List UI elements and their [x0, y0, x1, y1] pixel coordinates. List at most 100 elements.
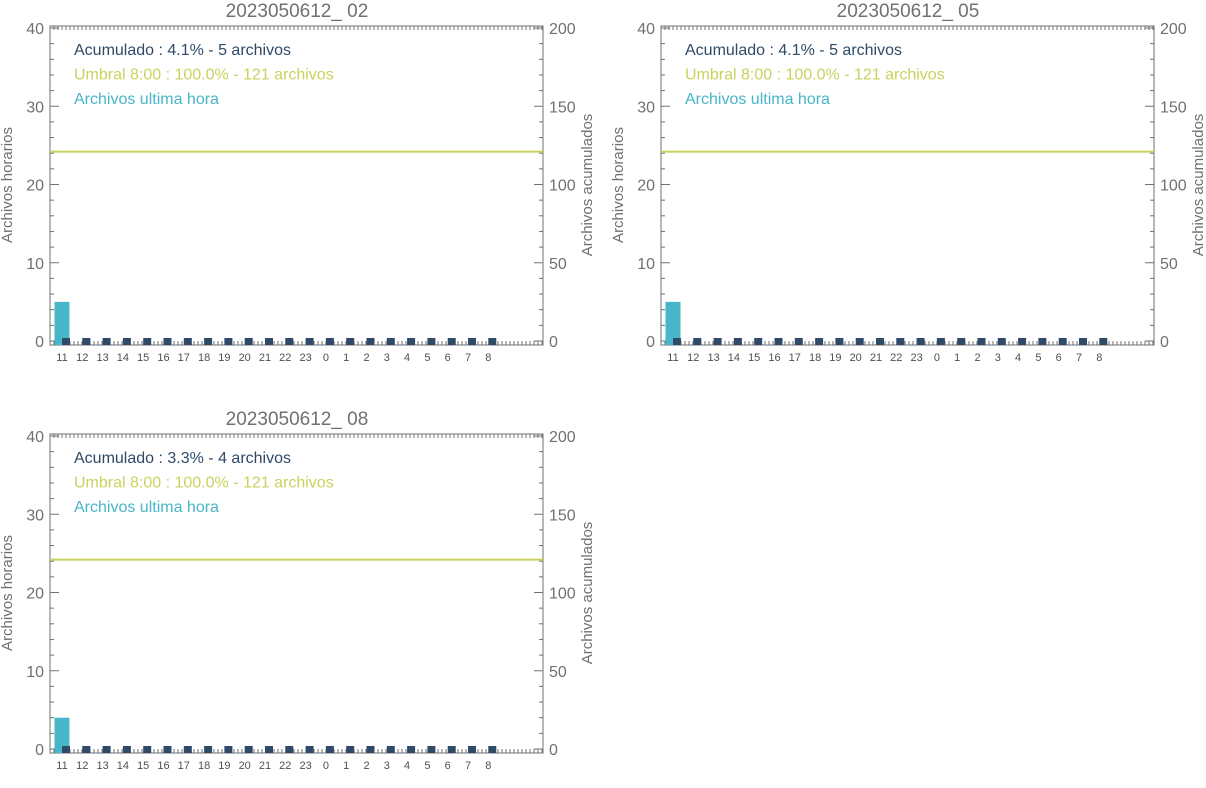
accumulated-marker	[386, 338, 395, 345]
x-tick-label: 1	[343, 760, 349, 772]
x-tick-label: 13	[96, 760, 108, 772]
x-tick-label: 4	[404, 760, 410, 772]
chart-svg-08: 2023050612_ 08010203040050100150200Archi…	[0, 409, 596, 772]
y-left-tick-label: 10	[26, 664, 44, 681]
x-tick-label: 5	[424, 352, 430, 364]
legend-entry: Archivos ultima hora	[685, 91, 830, 108]
accumulated-marker	[82, 338, 91, 345]
accumulated-marker	[916, 338, 925, 345]
y-right-tick-label: 50	[1160, 256, 1178, 273]
y-right-axis-label: Archivos acumulados	[579, 114, 596, 257]
legend-entry: Archivos ultima hora	[74, 91, 219, 108]
chart-panel-02: 2023050612_ 02 0 10 20 30 40 0 50 100 150 200 Archi…	[0, 0, 600, 380]
y-right-tick-label: 200	[1160, 21, 1187, 38]
accumulated-marker	[244, 746, 253, 753]
legend-entry: Umbral 8:00 : 100.0% - 121 archivos	[74, 67, 334, 84]
x-tick-label: 2	[363, 352, 369, 364]
accumulated-marker	[427, 746, 436, 753]
x-tick-label: 23	[299, 352, 311, 364]
x-tick-label: 18	[198, 760, 210, 772]
y-left-axis-label: Archivos horarios	[610, 127, 627, 243]
x-tick-label: 5	[424, 760, 430, 772]
y-right-tick-label: 200	[549, 21, 576, 38]
legend-entry: Acumulado : 3.3% - 4 archivos	[74, 450, 291, 467]
x-tick-label: 6	[445, 352, 451, 364]
accumulated-marker	[754, 338, 763, 345]
x-tick-label: 14	[117, 352, 129, 364]
x-tick-label: 22	[279, 352, 291, 364]
x-tick-label: 12	[76, 760, 88, 772]
y-right-tick-label: 50	[549, 664, 567, 681]
x-tick-label: 12	[76, 352, 88, 364]
plot-frame	[49, 25, 544, 346]
x-tick-label: 0	[934, 352, 940, 364]
x-tick-label: 23	[910, 352, 922, 364]
x-tick-label: 7	[1076, 352, 1082, 364]
chart-svg-05: 2023050612_ 05010203040050100150200Archi…	[610, 1, 1206, 364]
y-right-tick-label: 150	[549, 99, 576, 116]
y-left-tick-label: 40	[26, 429, 44, 446]
x-tick-label: 22	[279, 760, 291, 772]
accumulated-marker	[407, 746, 416, 753]
chart-svg-02: 2023050612_ 02010203040050100150200Archi…	[0, 1, 596, 364]
accumulated-marker	[997, 338, 1006, 345]
y-right-tick-label: 100	[549, 586, 576, 603]
x-tick-label: 15	[137, 352, 149, 364]
accumulated-marker	[163, 338, 172, 345]
plot-frame	[660, 25, 1155, 346]
y-left-tick-label: 20	[26, 178, 44, 195]
accumulated-marker	[407, 338, 416, 345]
x-tick-label: 23	[299, 760, 311, 772]
accumulated-marker	[122, 746, 131, 753]
accumulated-marker	[143, 338, 152, 345]
y-left-tick-label: 0	[646, 334, 655, 351]
y-left-tick-label: 0	[35, 742, 44, 759]
accumulated-marker	[957, 338, 966, 345]
x-tick-label: 17	[789, 352, 801, 364]
accumulated-marker	[447, 338, 456, 345]
accumulated-marker	[183, 746, 192, 753]
accumulated-marker	[62, 746, 70, 753]
accumulated-marker	[325, 746, 334, 753]
x-tick-label: 8	[485, 760, 491, 772]
x-tick-label: 13	[96, 352, 108, 364]
x-tick-label: 21	[259, 352, 271, 364]
accumulated-marker	[693, 338, 702, 345]
y-right-tick-label: 150	[1160, 99, 1187, 116]
accumulated-marker	[285, 746, 294, 753]
accumulated-marker	[224, 746, 233, 753]
x-tick-label: 12	[687, 352, 699, 364]
y-left-tick-label: 10	[637, 256, 655, 273]
x-tick-label: 8	[485, 352, 491, 364]
x-tick-label: 19	[218, 352, 230, 364]
x-tick-label: 15	[748, 352, 760, 364]
accumulated-marker	[1038, 338, 1047, 345]
x-tick-label: 8	[1096, 352, 1102, 364]
x-tick-label: 4	[1015, 352, 1021, 364]
x-tick-label: 7	[465, 352, 471, 364]
x-tick-label: 1	[343, 352, 349, 364]
y-left-tick-label: 0	[35, 334, 44, 351]
x-tick-label: 3	[384, 352, 390, 364]
hourly-bar	[665, 301, 681, 345]
chart-title: 2023050612_ 08	[226, 409, 369, 430]
x-tick-label: 11	[56, 352, 67, 364]
accumulated-marker	[346, 746, 355, 753]
accumulated-marker	[733, 338, 742, 345]
x-tick-label: 2	[974, 352, 980, 364]
x-tick-label: 16	[768, 352, 780, 364]
y-left-tick-label: 30	[26, 507, 44, 524]
accumulated-marker	[325, 338, 334, 345]
x-tick-label: 0	[323, 352, 329, 364]
accumulated-marker	[366, 338, 375, 345]
accumulated-marker	[713, 338, 722, 345]
accumulated-marker	[346, 338, 355, 345]
accumulated-marker	[1079, 338, 1087, 345]
x-tick-label: 14	[728, 352, 740, 364]
accumulated-marker	[977, 338, 986, 345]
y-right-tick-label: 0	[1160, 334, 1169, 351]
accumulated-marker	[305, 338, 314, 345]
y-left-axis-label: Archivos horarios	[0, 127, 16, 243]
x-tick-label: 19	[218, 760, 230, 772]
accumulated-marker	[1058, 338, 1067, 345]
